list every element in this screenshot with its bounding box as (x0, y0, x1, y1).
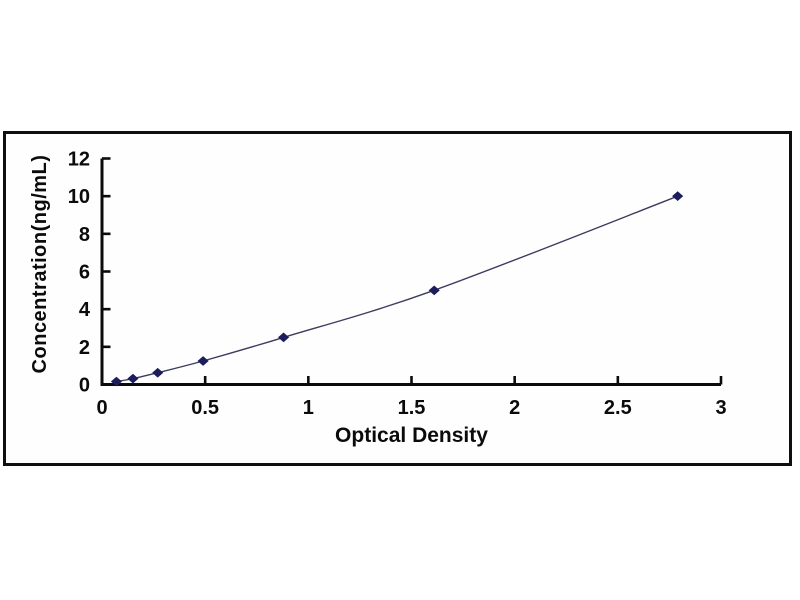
data-point-marker (278, 332, 290, 343)
y-tick-label: 10 (68, 186, 90, 208)
y-axis-title: Concentration(ng/mL) (29, 154, 51, 374)
x-axis-title: Optical Density (335, 424, 488, 447)
x-tick-label: 1.5 (398, 397, 426, 419)
y-tick-label: 12 (68, 149, 90, 171)
standard-curve-line (116, 195, 678, 383)
data-point-marker (197, 356, 209, 366)
x-tick-label: 0.5 (191, 397, 219, 419)
y-tick-label: 2 (79, 337, 90, 359)
x-tick-label: 3 (715, 397, 726, 419)
data-point-marker (152, 367, 164, 378)
data-point-marker (110, 376, 123, 387)
x-tick-label: 2 (509, 397, 520, 419)
data-point-marker (428, 285, 440, 296)
data-point-marker (127, 373, 139, 384)
x-tick-label: 0 (96, 397, 107, 419)
x-tick-label: 1 (303, 397, 314, 419)
y-tick-label: 8 (79, 224, 90, 246)
data-point-marker (672, 191, 684, 202)
y-tick-label: 4 (79, 299, 91, 321)
y-tick-label: 0 (79, 375, 90, 397)
chart-frame (3, 131, 792, 466)
y-tick-label: 6 (79, 262, 90, 284)
x-tick-label: 2.5 (604, 397, 632, 419)
